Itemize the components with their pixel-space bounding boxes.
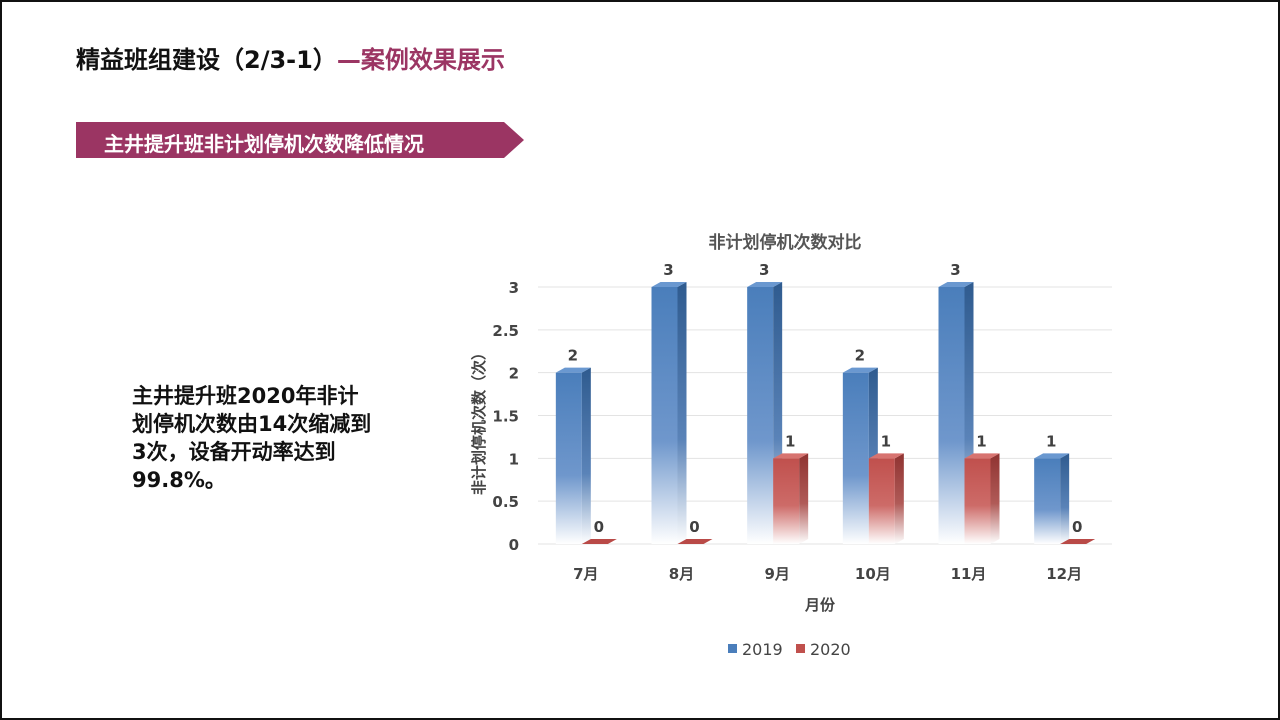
page-title-main: 精益班组建设（2/3-1） [76, 46, 337, 74]
bar-2020-11月 [964, 453, 1000, 544]
bar-front [651, 287, 678, 544]
data-label: 0 [594, 518, 604, 536]
bar-flat [581, 539, 617, 544]
bar-top [747, 282, 783, 287]
legend-swatch [796, 644, 805, 653]
bar-front [964, 458, 991, 544]
y-tick-label: 1.5 [492, 408, 519, 426]
bar-top [1034, 453, 1070, 459]
chart-ylabel: 非计划停机次数（次） [470, 345, 488, 495]
bar-top [555, 367, 591, 373]
bar-front [747, 287, 774, 544]
section-banner: 主井提升班非计划停机次数降低情况 [76, 122, 524, 158]
y-tick-label: 1 [509, 450, 519, 468]
bar-2020-8月 [677, 539, 713, 544]
x-tick-label: 12月 [1046, 565, 1082, 583]
x-tick-label: 7月 [573, 565, 598, 583]
data-label: 1 [881, 432, 891, 450]
bar-top [868, 453, 904, 459]
bar-front [555, 372, 582, 544]
data-label: 1 [976, 432, 986, 450]
data-label: 0 [689, 518, 699, 536]
x-tick-label: 8月 [669, 565, 694, 583]
bar-side [894, 453, 904, 544]
bar-2020-12月 [1060, 539, 1096, 544]
bar-top [773, 453, 809, 459]
bar-top [964, 453, 1000, 459]
legend-swatch [728, 644, 737, 653]
bar-front [842, 372, 869, 544]
bar-side [581, 367, 591, 544]
bar-top [651, 282, 687, 287]
bar-flat [677, 539, 713, 544]
bar-top [842, 367, 878, 373]
bar-2020-7月 [581, 539, 617, 544]
x-tick-label: 9月 [764, 565, 789, 583]
data-label: 2 [855, 347, 865, 365]
bar-front [773, 458, 800, 544]
bar-2019-7月 [555, 367, 591, 544]
data-label: 2 [568, 347, 578, 365]
bar-front [938, 287, 965, 544]
page-title: 精益班组建设（2/3-1）—案例效果展示 [76, 40, 505, 75]
data-label: 3 [950, 261, 960, 279]
bar-side [677, 282, 687, 544]
y-tick-label: 2.5 [492, 322, 519, 340]
bar-side [1060, 453, 1070, 544]
bar-front [868, 458, 895, 544]
legend-item-2020: 2020 [796, 640, 851, 659]
bar-2019-8月 [651, 282, 687, 544]
x-tick-label: 10月 [855, 565, 891, 583]
legend-label: 2019 [742, 640, 783, 659]
bar-top [938, 282, 974, 287]
bar-2020-10月 [868, 453, 904, 544]
chart-title: 非计划停机次数对比 [709, 232, 862, 253]
section-banner-label: 主井提升班非计划停机次数降低情况 [104, 132, 424, 156]
legend-item-2019: 2019 [728, 640, 783, 659]
bar-2019-9月 [747, 282, 783, 544]
data-label: 1 [1046, 432, 1056, 450]
data-label: 3 [663, 261, 673, 279]
y-tick-label: 3 [509, 279, 519, 297]
data-label: 1 [785, 432, 795, 450]
bar-side [799, 453, 809, 544]
y-tick-label: 2 [509, 365, 519, 383]
y-tick-label: 0.5 [492, 493, 519, 511]
bar-2020-9月 [773, 453, 809, 544]
y-tick-label: 0 [509, 536, 519, 554]
data-label: 0 [1072, 518, 1082, 536]
x-tick-label: 11月 [951, 565, 987, 583]
legend-label: 2020 [810, 640, 851, 659]
bar-2019-12月 [1034, 453, 1070, 544]
data-label: 3 [759, 261, 769, 279]
chart-xlabel: 月份 [804, 596, 836, 614]
bar-front [1034, 458, 1061, 544]
summary-text: 主井提升班2020年非计 划停机次数由14次缩减到 3次，设备开动率达到 99.… [132, 384, 372, 492]
page-title-accent: —案例效果展示 [336, 46, 505, 74]
bar-flat [1060, 539, 1096, 544]
bar-side [990, 453, 1000, 544]
